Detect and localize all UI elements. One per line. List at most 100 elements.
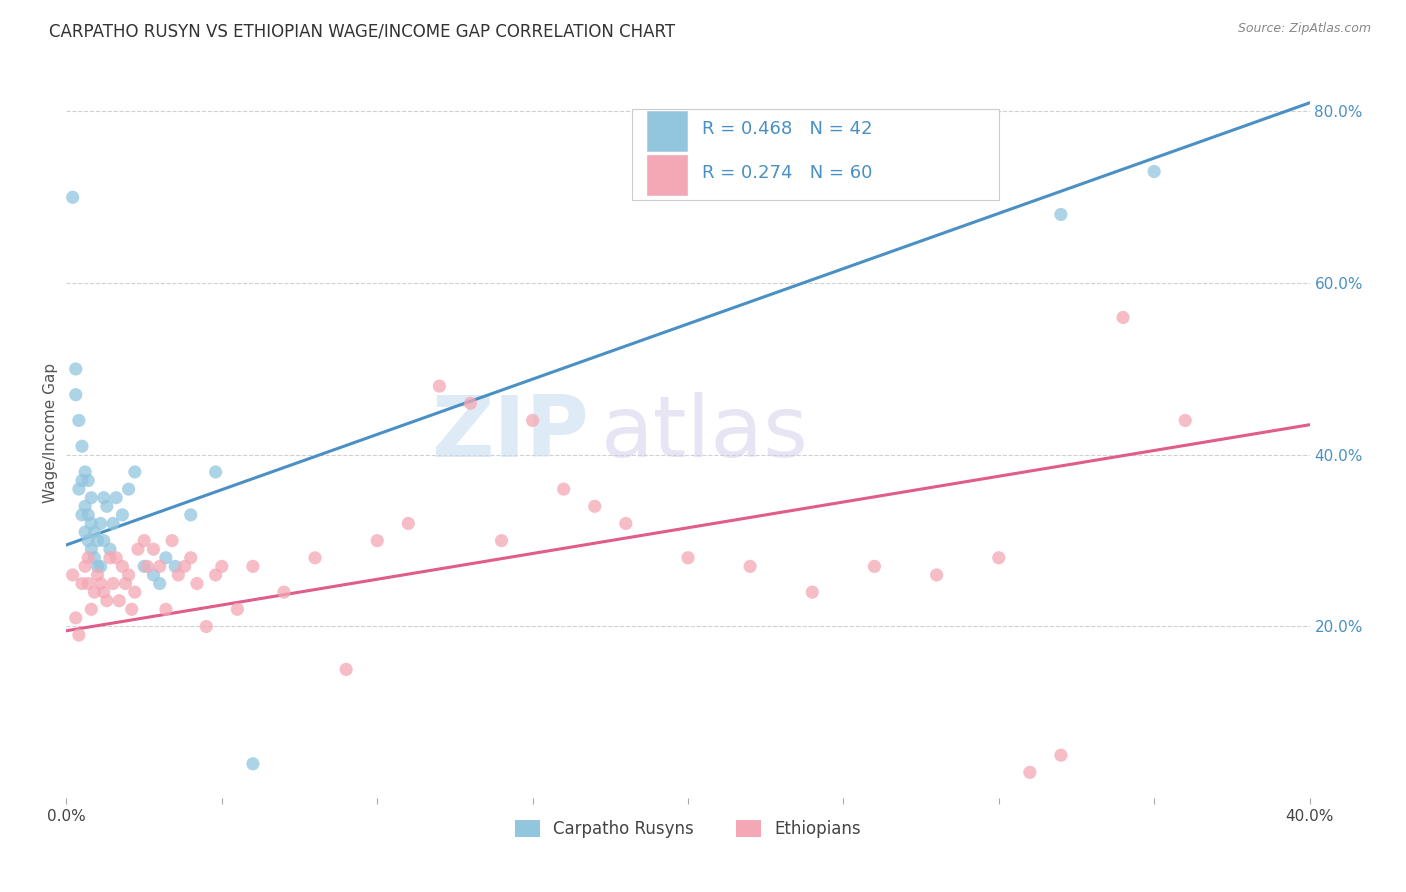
Point xyxy=(65,387,87,401)
Point xyxy=(136,559,159,574)
Legend: Carpatho Rusyns, Ethiopians: Carpatho Rusyns, Ethiopians xyxy=(509,813,868,845)
Point xyxy=(80,516,103,531)
Point xyxy=(134,559,156,574)
Point xyxy=(366,533,388,548)
Point xyxy=(124,465,146,479)
Point xyxy=(70,508,93,522)
Point xyxy=(801,585,824,599)
Point xyxy=(124,585,146,599)
Point xyxy=(204,568,226,582)
Point xyxy=(111,559,134,574)
Point xyxy=(108,593,131,607)
Point xyxy=(127,542,149,557)
Point xyxy=(90,559,112,574)
Point xyxy=(186,576,208,591)
Point xyxy=(86,559,108,574)
Point xyxy=(195,619,218,633)
Point xyxy=(614,516,637,531)
Point xyxy=(93,491,115,505)
Point xyxy=(740,559,762,574)
Point xyxy=(142,568,165,582)
Point xyxy=(335,662,357,676)
Point xyxy=(75,524,97,539)
Point xyxy=(204,465,226,479)
Point xyxy=(105,491,128,505)
Point xyxy=(90,516,112,531)
Point xyxy=(242,756,264,771)
Point xyxy=(67,482,90,496)
Point xyxy=(75,559,97,574)
Point xyxy=(121,602,143,616)
Text: R = 0.468   N = 42: R = 0.468 N = 42 xyxy=(702,120,872,138)
Point xyxy=(211,559,233,574)
FancyBboxPatch shape xyxy=(633,109,998,200)
Point xyxy=(67,413,90,427)
Point xyxy=(987,550,1010,565)
Point xyxy=(96,500,118,514)
Point xyxy=(101,576,124,591)
Text: CARPATHO RUSYN VS ETHIOPIAN WAGE/INCOME GAP CORRELATION CHART: CARPATHO RUSYN VS ETHIOPIAN WAGE/INCOME … xyxy=(49,22,675,40)
Point xyxy=(167,568,190,582)
Point xyxy=(226,602,249,616)
Point xyxy=(1018,765,1040,780)
Point xyxy=(553,482,575,496)
Point xyxy=(83,550,105,565)
Point xyxy=(460,396,482,410)
Point xyxy=(90,576,112,591)
Point xyxy=(427,379,450,393)
Point xyxy=(77,576,100,591)
Point xyxy=(77,533,100,548)
Point xyxy=(117,568,139,582)
Point xyxy=(142,542,165,557)
Point xyxy=(180,508,202,522)
Point xyxy=(583,500,606,514)
Point xyxy=(1112,310,1135,325)
Text: ZIP: ZIP xyxy=(430,392,589,475)
Point xyxy=(77,550,100,565)
Point xyxy=(304,550,326,565)
Point xyxy=(98,542,121,557)
Point xyxy=(1050,207,1073,221)
Point xyxy=(80,602,103,616)
Point xyxy=(83,585,105,599)
Point xyxy=(396,516,419,531)
Point xyxy=(77,508,100,522)
Point xyxy=(491,533,513,548)
Point xyxy=(101,516,124,531)
Point xyxy=(65,611,87,625)
Point xyxy=(180,550,202,565)
Bar xyxy=(647,111,686,151)
Point xyxy=(75,465,97,479)
Point xyxy=(1143,164,1166,178)
Point xyxy=(111,508,134,522)
Point xyxy=(925,568,948,582)
Point xyxy=(80,491,103,505)
Point xyxy=(1050,748,1073,763)
Point xyxy=(75,500,97,514)
Point xyxy=(155,550,177,565)
Point xyxy=(65,362,87,376)
Text: R = 0.274   N = 60: R = 0.274 N = 60 xyxy=(702,164,872,182)
Point xyxy=(117,482,139,496)
Point xyxy=(160,533,183,548)
Point xyxy=(155,602,177,616)
Point xyxy=(86,568,108,582)
Point xyxy=(80,542,103,557)
Point xyxy=(863,559,886,574)
Point xyxy=(70,439,93,453)
Point xyxy=(83,524,105,539)
Point xyxy=(70,474,93,488)
Point xyxy=(67,628,90,642)
Point xyxy=(173,559,195,574)
Y-axis label: Wage/Income Gap: Wage/Income Gap xyxy=(44,363,58,503)
Point xyxy=(273,585,295,599)
Text: atlas: atlas xyxy=(600,392,808,475)
Point xyxy=(242,559,264,574)
Point xyxy=(105,550,128,565)
Point xyxy=(149,559,172,574)
Point xyxy=(70,576,93,591)
Point xyxy=(96,593,118,607)
Point xyxy=(149,576,172,591)
Point xyxy=(522,413,544,427)
Point xyxy=(93,585,115,599)
